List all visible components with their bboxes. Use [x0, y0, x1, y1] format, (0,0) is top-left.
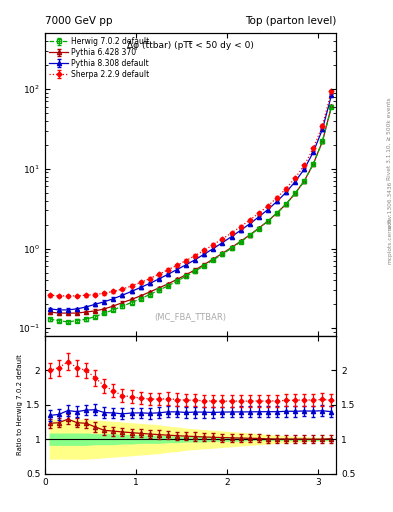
Legend: Herwig 7.0.2 default, Pythia 6.428 370, Pythia 8.308 default, Sherpa 2.2.9 defau: Herwig 7.0.2 default, Pythia 6.428 370, … — [48, 35, 151, 80]
Text: (MC_FBA_TTBAR): (MC_FBA_TTBAR) — [154, 312, 227, 321]
Text: mcplots.cern.ch: mcplots.cern.ch — [387, 217, 392, 264]
Y-axis label: Ratio to Herwig 7.0.2 default: Ratio to Herwig 7.0.2 default — [17, 354, 23, 455]
Text: Top (parton level): Top (parton level) — [244, 16, 336, 26]
Text: arXiv:1306.3436: arXiv:1306.3436 — [387, 181, 392, 229]
Text: 7000 GeV pp: 7000 GeV pp — [45, 16, 113, 26]
Text: Rivet 3.1.10, ≥ 500k events: Rivet 3.1.10, ≥ 500k events — [387, 97, 392, 180]
Text: Δφ (t̅tbar) (pTt̅ < 50 dy < 0): Δφ (t̅tbar) (pTt̅ < 50 dy < 0) — [127, 41, 254, 50]
